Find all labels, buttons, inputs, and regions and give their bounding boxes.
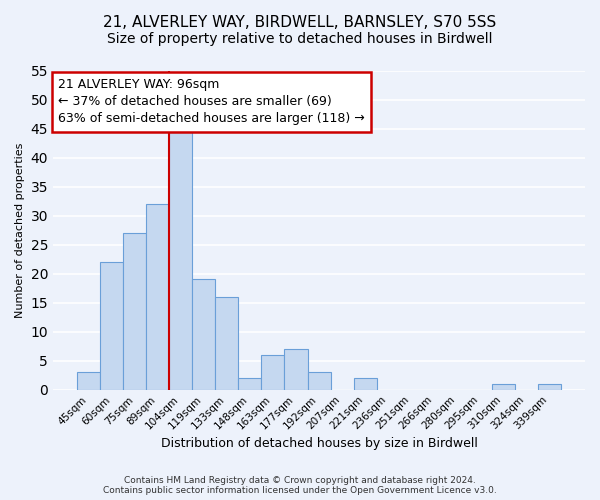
Bar — [262, 355, 284, 390]
Text: 21, ALVERLEY WAY, BIRDWELL, BARNSLEY, S70 5SS: 21, ALVERLEY WAY, BIRDWELL, BARNSLEY, S7… — [103, 15, 497, 30]
Bar — [238, 378, 262, 390]
Bar — [146, 204, 169, 390]
Bar — [169, 122, 193, 390]
Bar — [308, 372, 331, 390]
Bar — [77, 372, 100, 390]
Y-axis label: Number of detached properties: Number of detached properties — [15, 142, 25, 318]
Bar — [284, 349, 308, 390]
Bar — [492, 384, 515, 390]
Text: Contains HM Land Registry data © Crown copyright and database right 2024.
Contai: Contains HM Land Registry data © Crown c… — [103, 476, 497, 495]
Bar — [215, 297, 238, 390]
Bar — [193, 280, 215, 390]
X-axis label: Distribution of detached houses by size in Birdwell: Distribution of detached houses by size … — [161, 437, 478, 450]
Bar — [353, 378, 377, 390]
Text: 21 ALVERLEY WAY: 96sqm
← 37% of detached houses are smaller (69)
63% of semi-det: 21 ALVERLEY WAY: 96sqm ← 37% of detached… — [58, 78, 365, 126]
Bar — [100, 262, 123, 390]
Bar — [123, 233, 146, 390]
Text: Size of property relative to detached houses in Birdwell: Size of property relative to detached ho… — [107, 32, 493, 46]
Bar — [538, 384, 561, 390]
